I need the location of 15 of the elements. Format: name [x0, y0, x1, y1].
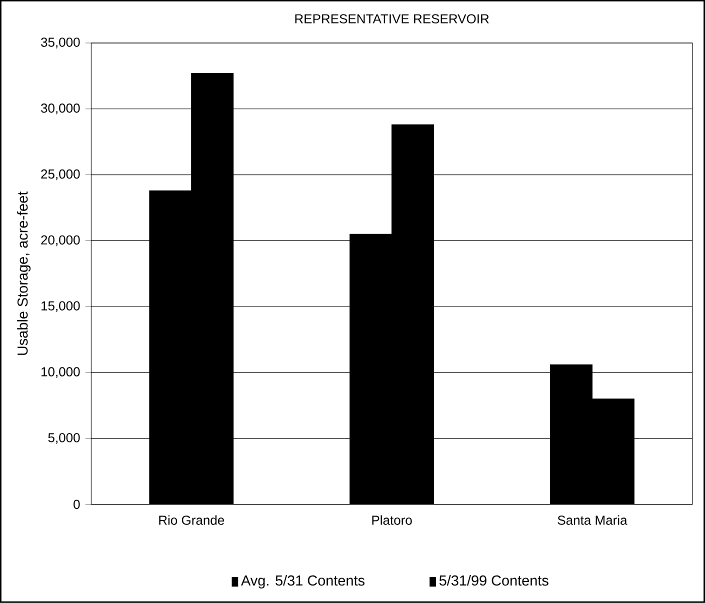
legend-label: Avg. 5/31 Contents [241, 575, 364, 589]
y-tick-label: 15,000 [42, 301, 80, 312]
y-tick-label: 5,000 [48, 433, 80, 444]
chart-title: REPRESENTATIVE RESERVOIR [295, 14, 489, 24]
y-tick-label: 35,000 [41, 38, 80, 48]
y-tick-label: 10,000 [42, 367, 80, 378]
x-tick-label: Santa Maria [558, 515, 628, 525]
legend-label: 5/31/99 Contents [439, 575, 548, 586]
y-tick-label: 25,000 [41, 169, 80, 180]
x-tick-label: Platoro [372, 515, 412, 525]
y-tick-label: 0 [74, 500, 80, 510]
y-tick-label: 30,000 [41, 104, 80, 114]
x-tick-label: Rio Grande [159, 515, 224, 525]
y-axis-title: Usable Storage, acre-feet [17, 192, 31, 355]
y-tick-label: 20,000 [41, 235, 80, 246]
